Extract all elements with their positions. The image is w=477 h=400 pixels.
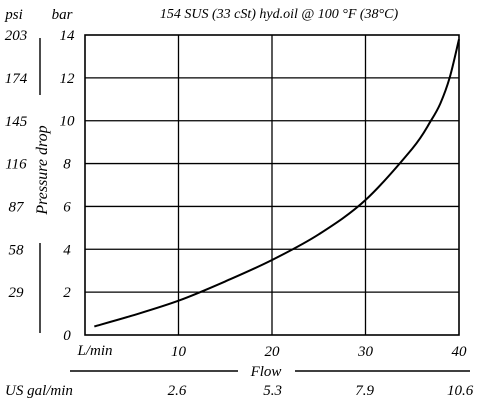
y-tick-labels-bar: 0 2 4 6 8 10 12 14 xyxy=(60,28,76,344)
x-unit-lmin: L/min xyxy=(76,343,112,359)
x-axis-label: Flow xyxy=(250,364,282,380)
x-tick-secondary: 10.6 xyxy=(447,383,474,399)
y-tick-bar: 4 xyxy=(63,242,71,258)
pressure-drop-curve xyxy=(94,39,460,328)
y-tick-psi: 145 xyxy=(5,114,28,130)
y-tick-bar: 2 xyxy=(63,285,71,301)
y-tick-bar: 6 xyxy=(63,199,71,215)
y-tick-bar: 10 xyxy=(60,114,76,130)
x-tick: 40 xyxy=(452,344,468,360)
y-tick-psi: 29 xyxy=(9,285,25,301)
y-tick-psi: 203 xyxy=(5,28,28,44)
x-tick-secondary: 5.3 xyxy=(263,383,282,399)
x-tick-labels-secondary: 2.6 5.3 7.9 10.6 xyxy=(168,383,474,399)
y-tick-psi: 58 xyxy=(9,242,25,258)
grid-lines xyxy=(85,35,459,335)
x-tick-labels: 10 20 30 40 xyxy=(171,344,467,360)
y-tick-bar: 8 xyxy=(63,157,71,173)
chart-title: 154 SUS (33 cSt) hyd.oil @ 100 °F (38°C) xyxy=(160,7,399,22)
plot-frame xyxy=(84,34,460,336)
x-tick-secondary: 7.9 xyxy=(355,383,374,399)
y-tick-psi: 174 xyxy=(5,71,28,87)
y-tick-bar: 0 xyxy=(63,328,71,344)
x-unit-usgal: US gal/min xyxy=(5,383,73,399)
y-tick-psi: 116 xyxy=(5,157,27,173)
x-tick: 20 xyxy=(265,344,281,360)
y-unit-bar: bar xyxy=(52,7,73,23)
y-axis-label: Pressure drop xyxy=(34,125,51,215)
x-tick: 30 xyxy=(357,344,374,360)
y-tick-bar: 12 xyxy=(60,71,76,87)
y-unit-psi: psi xyxy=(4,7,23,23)
y-tick-labels-psi: 29 58 87 116 145 174 203 xyxy=(5,28,28,301)
y-tick-bar: 14 xyxy=(60,28,76,44)
x-tick: 10 xyxy=(171,344,187,360)
x-tick-secondary: 2.6 xyxy=(168,383,187,399)
y-tick-psi: 87 xyxy=(9,199,26,215)
